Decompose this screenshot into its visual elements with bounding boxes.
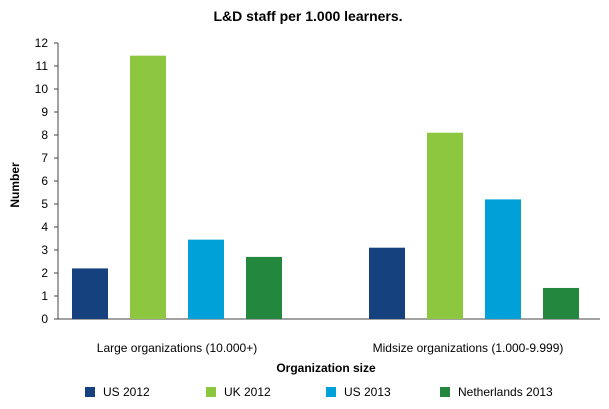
y-tick-label: 0 — [41, 312, 48, 326]
legend: US 2012 UK 2012 US 2013 Netherlands 2013 — [85, 385, 553, 399]
y-tick-label: 11 — [36, 59, 49, 73]
y-tick-label: 7 — [41, 151, 48, 165]
y-tick-label: 2 — [41, 266, 48, 280]
y-tick-label: 8 — [41, 128, 48, 142]
y-tick-label: 6 — [41, 174, 48, 188]
legend-swatch — [440, 387, 450, 397]
bar — [369, 247, 405, 319]
y-tick-label: 1 — [41, 289, 48, 303]
y-tick-label: 4 — [41, 220, 48, 234]
y-tick-label: 12 — [35, 36, 49, 50]
legend-label: US 2012 — [103, 385, 150, 399]
bar — [427, 132, 463, 319]
legend-label: Netherlands 2013 — [458, 385, 553, 399]
y-tick-label: 9 — [41, 105, 48, 119]
bar — [246, 256, 282, 319]
bar — [188, 239, 224, 319]
legend-swatch — [326, 387, 336, 397]
legend-swatch — [85, 387, 95, 397]
legend-label: UK 2012 — [224, 385, 271, 399]
legend-label: US 2013 — [344, 385, 391, 399]
bar-series-group — [72, 55, 579, 320]
y-tick-label: 10 — [35, 82, 49, 96]
legend-swatch — [206, 387, 216, 397]
y-tick-label: 5 — [41, 197, 48, 211]
bar — [485, 199, 521, 319]
bar — [130, 55, 166, 320]
y-axis-label: Number — [8, 162, 22, 208]
x-axis-label: Organization size — [276, 361, 376, 375]
chart-title: L&D staff per 1.000 learners. — [213, 8, 402, 24]
y-tick-label: 3 — [41, 243, 48, 257]
bar — [543, 287, 579, 319]
category-label: Midsize organizations (1.000-9.999) — [373, 341, 564, 355]
bar — [72, 268, 108, 319]
category-labels: Large organizations (10.000+) Midsize org… — [97, 341, 564, 355]
category-label: Large organizations (10.000+) — [97, 341, 257, 355]
